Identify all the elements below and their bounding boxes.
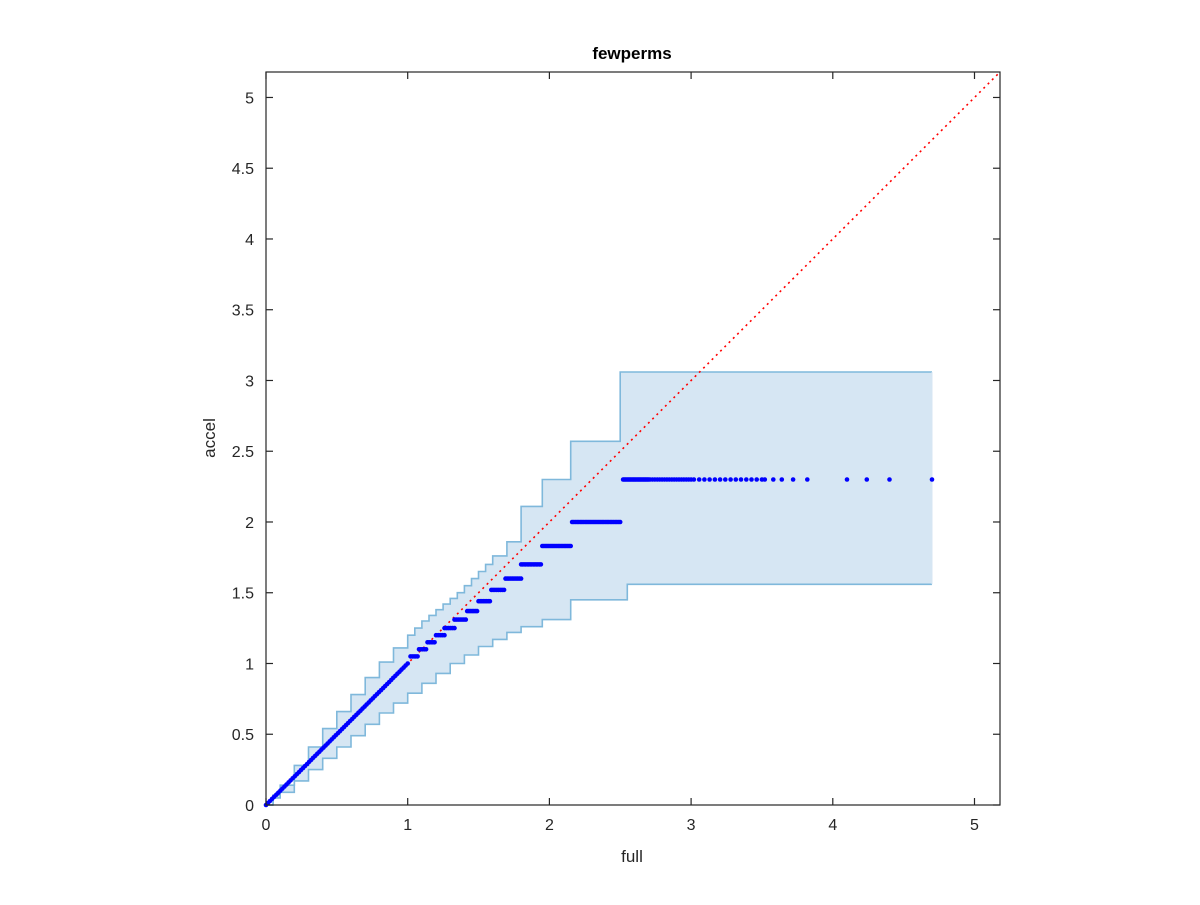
- data-point: [518, 576, 524, 581]
- data-point: [501, 587, 507, 593]
- data-point: [717, 477, 723, 482]
- y-tick-label: 0: [245, 798, 254, 815]
- y-axis-label: accel: [200, 418, 219, 458]
- data-point: [474, 608, 480, 614]
- data-point: [738, 477, 744, 482]
- data-point: [790, 477, 796, 482]
- y-tick-label: 0.5: [232, 727, 254, 744]
- x-tick-label: 2: [545, 817, 554, 834]
- x-axis-label: full: [621, 847, 643, 866]
- data-point: [754, 477, 759, 482]
- x-tick-label: 5: [970, 817, 979, 834]
- chart-title: fewperms: [592, 44, 671, 63]
- data-point: [702, 477, 707, 482]
- data-point: [929, 477, 935, 482]
- data-point: [707, 477, 712, 482]
- data-point: [744, 477, 749, 482]
- y-tick-label: 3.5: [232, 303, 254, 320]
- data-point: [691, 477, 697, 482]
- reference-line-layer: [265, 71, 1001, 806]
- data-point: [415, 654, 420, 659]
- data-point: [405, 661, 411, 666]
- data-point: [771, 477, 776, 482]
- y-tick-label: 1: [245, 656, 254, 673]
- data-point: [538, 562, 544, 567]
- axes: 0 1 2 3 4 5 0 0.5 1 1.5 2 2.5 3 3.5 4 4.5 5: [232, 71, 1001, 834]
- y-tick-label: 2.5: [232, 444, 254, 461]
- data-point: [749, 477, 754, 482]
- band-lower-edge: [266, 583, 932, 806]
- x-tick-label: 4: [828, 817, 837, 834]
- data-point: [805, 477, 810, 482]
- data-point: [733, 477, 739, 482]
- data-point: [723, 477, 728, 482]
- data-point: [762, 477, 768, 482]
- data-point: [712, 477, 718, 482]
- x-tick-label: 3: [687, 817, 696, 834]
- y-tick-label: 5: [245, 90, 254, 107]
- data-point: [864, 477, 870, 482]
- y-tick-label: 4.5: [232, 161, 254, 178]
- data-point: [617, 519, 623, 525]
- axes-box: [265, 71, 1001, 806]
- data-point: [728, 477, 733, 482]
- data-point: [452, 625, 457, 631]
- data-point: [568, 543, 573, 549]
- data-point: [887, 477, 892, 482]
- x-tick-label: 0: [262, 817, 271, 834]
- data-points: [263, 477, 935, 808]
- reference-line: [265, 71, 1001, 806]
- data-point: [844, 477, 850, 482]
- data-point: [779, 477, 785, 482]
- data-point: [423, 647, 429, 652]
- y-tick-label: 1.5: [232, 586, 254, 603]
- y-tick-label: 3: [245, 373, 254, 390]
- data-point: [696, 477, 702, 482]
- y-tick-label: 4: [245, 232, 254, 249]
- y-tick-label: 2: [245, 515, 254, 532]
- data-point: [432, 640, 437, 645]
- band-upper-edge: [266, 371, 932, 806]
- data-point: [442, 632, 447, 638]
- x-tick-label: 1: [403, 817, 412, 834]
- data-point: [463, 617, 469, 622]
- data-point: [487, 598, 493, 604]
